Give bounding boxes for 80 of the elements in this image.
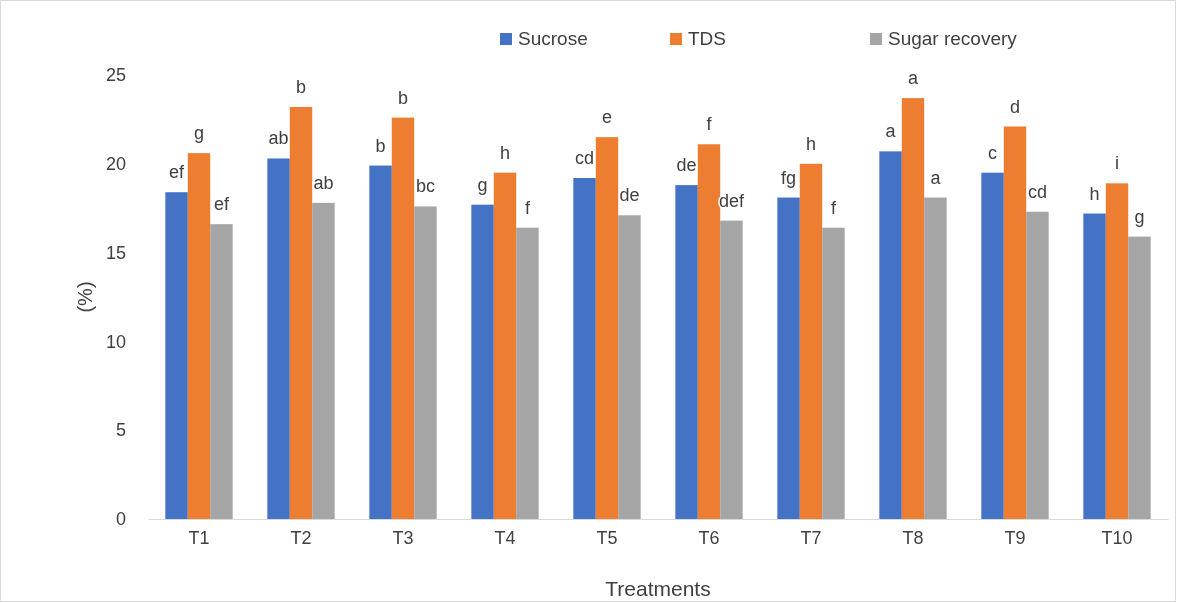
x-tick-label: T7 (800, 527, 822, 548)
data-label: f (706, 114, 713, 135)
x-tick-label: T9 (1004, 527, 1026, 548)
bar (471, 204, 494, 519)
x-tick-label: T5 (596, 527, 618, 548)
data-label: e (601, 107, 613, 128)
data-label: a (885, 121, 897, 142)
bar (981, 172, 1004, 519)
data-label: f (830, 197, 837, 218)
bar (1128, 236, 1151, 519)
data-label: cd (575, 148, 595, 169)
y-tick-label: 15 (105, 242, 126, 263)
x-tick-label: T4 (494, 527, 516, 548)
data-label: d (1009, 96, 1021, 117)
bar (289, 106, 313, 519)
x-tick-label: T6 (698, 527, 720, 548)
data-label: b (397, 87, 409, 108)
y-tick-label: 0 (115, 509, 126, 530)
x-axis-title: Treatments (605, 577, 711, 600)
bar (210, 224, 233, 519)
data-label: b (295, 76, 307, 97)
bar (573, 178, 596, 519)
bar (165, 192, 188, 519)
x-tick-label: T1 (188, 527, 210, 548)
bar (1003, 126, 1027, 519)
y-tick-label: 5 (115, 420, 126, 441)
data-label: de (619, 185, 640, 206)
data-label: f (524, 197, 531, 218)
bar (697, 144, 721, 519)
data-label: h (805, 133, 817, 154)
bar (1083, 213, 1106, 519)
x-tick-label: T2 (290, 527, 312, 548)
legend-label: Sucrose (518, 28, 588, 49)
x-tick-label: T10 (1101, 527, 1133, 548)
bar (1026, 211, 1049, 519)
data-label: g (1134, 206, 1145, 227)
data-label: cd (1027, 181, 1047, 202)
data-label: ef (213, 194, 230, 215)
y-tick-label: 20 (105, 154, 126, 175)
bar (1105, 183, 1129, 519)
data-label: a (907, 68, 919, 89)
bar (187, 153, 211, 519)
data-label: h (499, 142, 511, 163)
legend-label: Sugar recovery (888, 28, 1018, 49)
x-tick-label: T8 (902, 527, 924, 548)
y-tick-label: 10 (105, 331, 126, 352)
legend-label: TDS (688, 28, 726, 49)
data-label: g (193, 123, 205, 144)
bar (391, 117, 415, 519)
bar (595, 137, 619, 519)
data-label: c (988, 142, 998, 163)
bar (799, 163, 823, 519)
data-label: g (477, 174, 488, 195)
bar (414, 206, 437, 519)
y-axis-title: (%) (74, 281, 96, 313)
data-label: h (1089, 183, 1100, 204)
data-label: b (375, 135, 386, 156)
data-label: fg (781, 167, 797, 188)
bar (267, 158, 290, 519)
data-label: ab (268, 128, 289, 149)
bar (516, 227, 539, 519)
data-label: ef (169, 162, 186, 183)
bar (618, 215, 641, 519)
bar (901, 98, 925, 519)
bar (493, 172, 517, 519)
bar (720, 220, 743, 519)
bar (879, 151, 902, 519)
data-label: a (930, 167, 942, 188)
data-label: i (1115, 153, 1119, 174)
bar (675, 185, 698, 519)
bar (369, 165, 392, 519)
data-label: bc (415, 176, 435, 197)
bar (312, 202, 335, 519)
bar (777, 197, 800, 519)
bar (924, 197, 947, 519)
bar (822, 227, 845, 519)
data-label: ab (313, 172, 334, 193)
data-label: de (676, 155, 697, 176)
y-tick-label: 25 (105, 65, 126, 86)
x-tick-label: T3 (392, 527, 414, 548)
